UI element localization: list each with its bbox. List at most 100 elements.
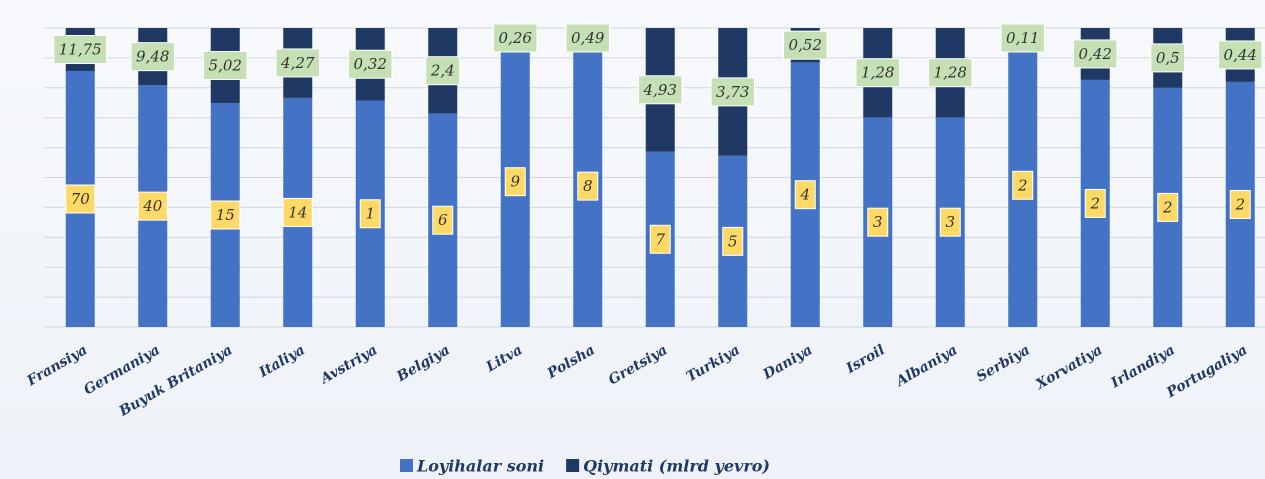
data-label-box	[493, 23, 538, 53]
data-label: 3,73	[710, 77, 755, 107]
x-tick-label: Polsha	[544, 342, 598, 382]
data-label: 0,5	[1150, 43, 1186, 73]
x-tick-label: Avstriya	[316, 342, 380, 388]
data-label: 0,52	[783, 30, 828, 60]
data-label: 1,28	[855, 58, 900, 88]
data-label-box	[53, 34, 108, 64]
data-label-box	[1218, 40, 1263, 70]
data-label-text: 0,5	[1156, 49, 1180, 67]
data-label-text: 1,28	[861, 64, 894, 82]
data-label-box	[425, 56, 461, 86]
data-label-box	[137, 191, 168, 221]
data-label-box	[565, 23, 610, 53]
data-label: 7	[649, 224, 671, 254]
data-label-text: 5,02	[209, 56, 242, 74]
data-label-text: 14	[288, 203, 307, 221]
data-label: 2	[1229, 189, 1251, 219]
x-tick-label: Isroil	[843, 342, 888, 377]
data-label-box	[577, 171, 599, 201]
data-label-text: 2	[1234, 195, 1245, 213]
data-label-box	[939, 207, 961, 237]
data-label: 0,26	[493, 23, 538, 53]
data-label-text: 0,32	[354, 55, 387, 73]
data-label-box	[1150, 43, 1186, 73]
data-label: 6	[432, 205, 454, 235]
data-label-text: 7	[655, 230, 665, 248]
x-tick-label: Albaniya	[892, 342, 960, 391]
data-label: 2,4	[425, 56, 461, 86]
data-label-box	[722, 226, 744, 256]
data-label: 4,27	[275, 48, 320, 78]
data-label-box	[1084, 188, 1106, 218]
data-label-box	[203, 50, 248, 80]
data-label: 0,32	[348, 49, 393, 79]
data-label-text: 3,73	[716, 83, 749, 101]
data-label-box	[638, 75, 683, 105]
data-label-box	[359, 199, 381, 229]
data-label-text: 9,48	[136, 48, 169, 66]
data-label-text: 4	[799, 186, 810, 204]
legend-label: Qiymati (mlrd yevro)	[583, 457, 770, 476]
data-label-box	[794, 180, 816, 210]
data-label-text: 11,75	[59, 40, 102, 58]
x-tick-label: Fransiya	[24, 342, 91, 390]
data-label: 15	[210, 200, 241, 230]
data-label-box	[1157, 192, 1179, 222]
data-label: 2	[1157, 192, 1179, 222]
data-label-text: 1	[365, 205, 375, 223]
x-tick-label: Italiya	[256, 342, 308, 381]
data-label-box	[855, 58, 900, 88]
data-label: 0,49	[565, 23, 610, 53]
data-label: 4,93	[638, 75, 683, 105]
data-label-box	[1012, 170, 1034, 200]
x-tick-label: Belgiya	[393, 342, 452, 386]
data-label-text: 2	[1089, 194, 1100, 212]
x-tick-label: Daniya	[760, 342, 816, 383]
data-label-text: 0,49	[571, 29, 605, 47]
data-label: 9,48	[130, 42, 175, 72]
data-label: 9	[504, 167, 526, 197]
data-label-box	[282, 197, 313, 227]
data-label-text: 5	[728, 232, 738, 250]
data-label-box	[867, 207, 889, 237]
data-label-text: 2,4	[430, 62, 455, 80]
data-label: 4	[794, 180, 816, 210]
data-label-box	[130, 42, 175, 72]
data-label-box	[928, 58, 973, 88]
data-label-text: 2	[1017, 176, 1028, 194]
data-label-text: 2	[1162, 198, 1173, 216]
data-label-box	[783, 30, 828, 60]
data-label-text: 0,42	[1079, 45, 1112, 63]
data-label-box	[1073, 39, 1118, 69]
legend-swatch	[566, 459, 580, 472]
data-label-box	[1229, 189, 1251, 219]
x-tick-label: Xorvatiya	[1032, 342, 1105, 393]
data-label-box	[504, 167, 526, 197]
data-label-text: 8	[583, 177, 593, 195]
data-label: 5,02	[203, 50, 248, 80]
data-label-box	[710, 77, 755, 107]
data-label-box	[348, 49, 393, 79]
data-label-text: 15	[216, 206, 235, 224]
data-label-text: 9	[510, 173, 520, 191]
data-label: 3	[939, 207, 961, 237]
data-label: 40	[137, 191, 168, 221]
data-label: 0,44	[1218, 40, 1263, 70]
data-label-box	[649, 224, 671, 254]
data-label-text: 4,27	[280, 54, 315, 72]
data-label: 5	[722, 226, 744, 256]
legend-label: Loyihalar soni	[416, 457, 544, 476]
data-label-box	[432, 205, 454, 235]
data-label-text: 0,52	[789, 36, 822, 54]
x-tick-label: Serbiya	[974, 342, 1033, 385]
x-tick-label: Turkiya	[684, 342, 743, 385]
x-tick-label: Portugaliya	[1163, 342, 1250, 401]
x-tick-label: Gretsiya	[606, 342, 670, 388]
data-label-text: 70	[71, 190, 91, 208]
data-label-box	[1000, 23, 1045, 53]
data-label-text: 1,28	[934, 64, 967, 82]
data-label-box	[275, 48, 320, 78]
data-label-text: 4,93	[643, 81, 677, 99]
data-label-text: 0,11	[1006, 29, 1039, 47]
